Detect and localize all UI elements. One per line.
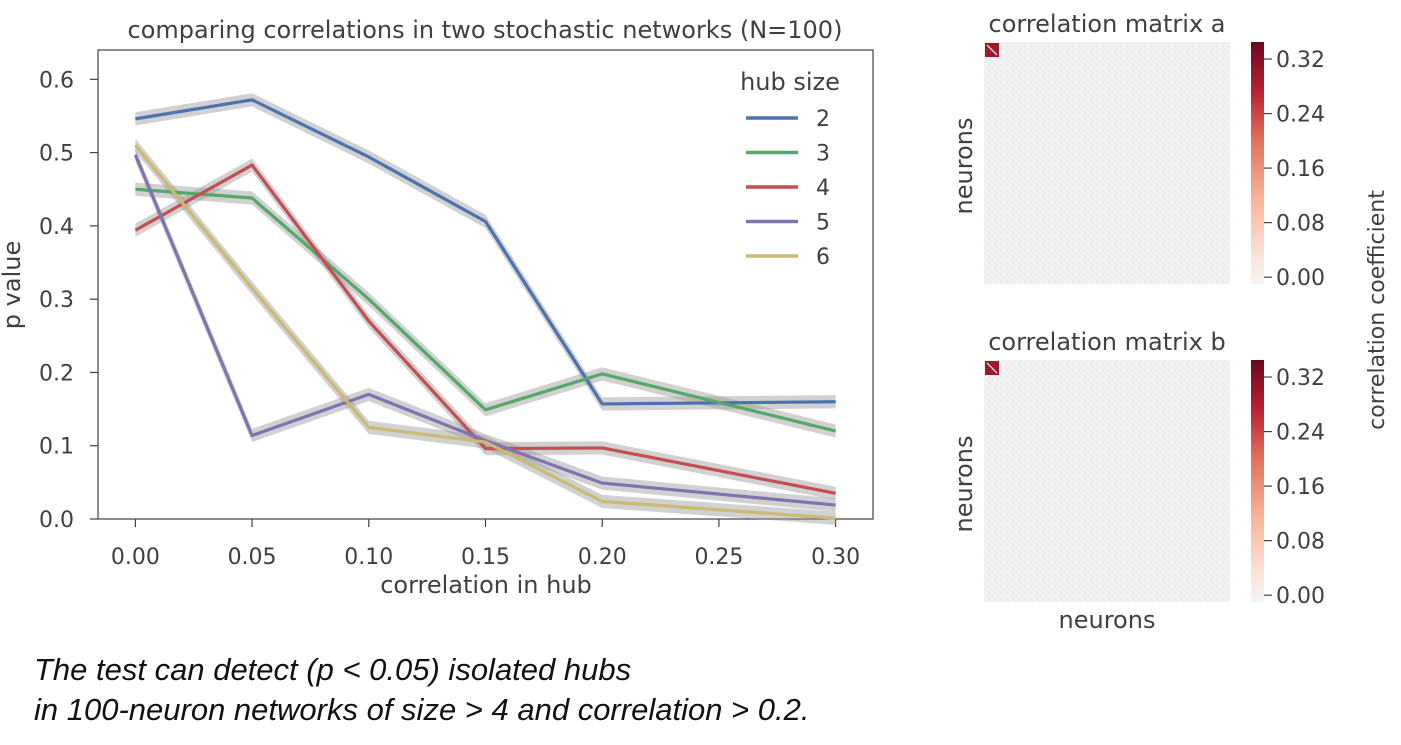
heatmap-b-matrix <box>984 360 1230 602</box>
colorbar-label: correlation coefficient <box>1365 190 1390 430</box>
caption: The test can detect (p < 0.05) isolated … <box>34 650 809 730</box>
colorbar-tick-label: 0.24 <box>1276 421 1325 446</box>
series-2-band <box>135 93 836 411</box>
figure: comparing correlations in two stochastic… <box>0 10 1390 634</box>
heatmap-b-title: correlation matrix b <box>988 328 1226 356</box>
x-tick-label: 0.30 <box>811 545 860 570</box>
y-tick-label: 0.3 <box>39 288 74 313</box>
colorbar-tick-label: 0.08 <box>1276 530 1325 555</box>
colorbar-tick-label: 0.00 <box>1276 266 1325 291</box>
series-3-line <box>135 187 837 433</box>
series-6-line <box>134 144 836 520</box>
x-axis-label: correlation in hub <box>380 571 592 599</box>
caption-line-2: in 100-neuron networks of size > 4 and c… <box>34 692 810 727</box>
heatmap-b: correlation matrix b neurons neurons <box>950 328 1230 634</box>
colorbar-tick-label: 0.32 <box>1276 48 1325 73</box>
y-tick-label: 0.2 <box>39 361 74 386</box>
line-chart: comparing correlations in two stochastic… <box>0 16 874 599</box>
x-axis: 0.00 0.05 0.10 0.15 0.20 0.25 0.30 <box>111 519 860 570</box>
heatmap-a-matrix <box>984 42 1230 284</box>
series-5-band <box>135 148 836 512</box>
colorbar-tick-label: 0.24 <box>1276 103 1325 128</box>
y-tick-label: 0.5 <box>39 142 74 167</box>
heatmap-a-ylabel: neurons <box>950 118 978 215</box>
legend-label-3: 3 <box>816 142 830 167</box>
x-tick-label: 0.20 <box>578 545 627 570</box>
legend-title: hub size <box>740 68 840 96</box>
y-axis: 0.0 0.1 0.2 0.3 0.4 0.5 0.6 <box>39 68 98 533</box>
heatmap-b-diagonal <box>986 362 998 374</box>
heatmap-b-ylabel: neurons <box>950 436 978 533</box>
legend-label-5: 5 <box>816 211 830 236</box>
y-tick-label: 0.1 <box>39 435 74 460</box>
legend-label-6: 6 <box>816 245 830 270</box>
series-5-line <box>133 154 836 507</box>
colorbar-b-gradient <box>1251 360 1264 602</box>
legend-label-4: 4 <box>816 176 830 201</box>
colorbar-tick-label: 0.32 <box>1276 366 1325 391</box>
series-2-line <box>135 98 836 406</box>
colorbar-a-gradient <box>1251 42 1264 284</box>
y-tick-label: 0.6 <box>39 68 74 93</box>
y-tick-label: 0.4 <box>39 215 74 240</box>
colorbar-b: 0.32 0.24 0.16 0.08 0.00 <box>1251 360 1325 609</box>
heatmap-a-diagonal <box>986 44 998 56</box>
heatmap-b-xlabel: neurons <box>1059 606 1156 634</box>
x-tick-label: 0.00 <box>111 545 160 570</box>
colorbar-a-ticks: 0.32 0.24 0.16 0.08 0.00 <box>1264 48 1325 291</box>
legend: hub size 2 3 4 5 6 <box>740 68 840 270</box>
caption-line-1: The test can detect (p < 0.05) isolated … <box>34 652 632 687</box>
legend-label-2: 2 <box>816 107 830 132</box>
x-tick-label: 0.10 <box>344 545 393 570</box>
heatmap-a-title: correlation matrix a <box>989 10 1226 38</box>
series-4-line <box>134 163 836 495</box>
x-tick-label: 0.25 <box>694 545 743 570</box>
confidence-bands <box>135 93 836 525</box>
colorbar-tick-label: 0.00 <box>1276 584 1325 609</box>
heatmap-a: correlation matrix a neurons <box>950 10 1230 284</box>
colorbar-tick-label: 0.08 <box>1276 212 1325 237</box>
x-tick-label: 0.15 <box>461 545 510 570</box>
x-tick-label: 0.05 <box>228 545 277 570</box>
colorbar-tick-label: 0.16 <box>1276 157 1325 182</box>
y-axis-label: p value <box>0 241 26 329</box>
colorbar-tick-label: 0.16 <box>1276 475 1325 500</box>
series-lines <box>133 98 837 520</box>
colorbar-b-ticks: 0.32 0.24 0.16 0.08 0.00 <box>1264 366 1325 609</box>
series-3-band <box>135 182 836 438</box>
y-tick-label: 0.0 <box>39 508 74 533</box>
colorbar-a: 0.32 0.24 0.16 0.08 0.00 <box>1251 42 1325 291</box>
chart-title: comparing correlations in two stochastic… <box>128 16 843 44</box>
